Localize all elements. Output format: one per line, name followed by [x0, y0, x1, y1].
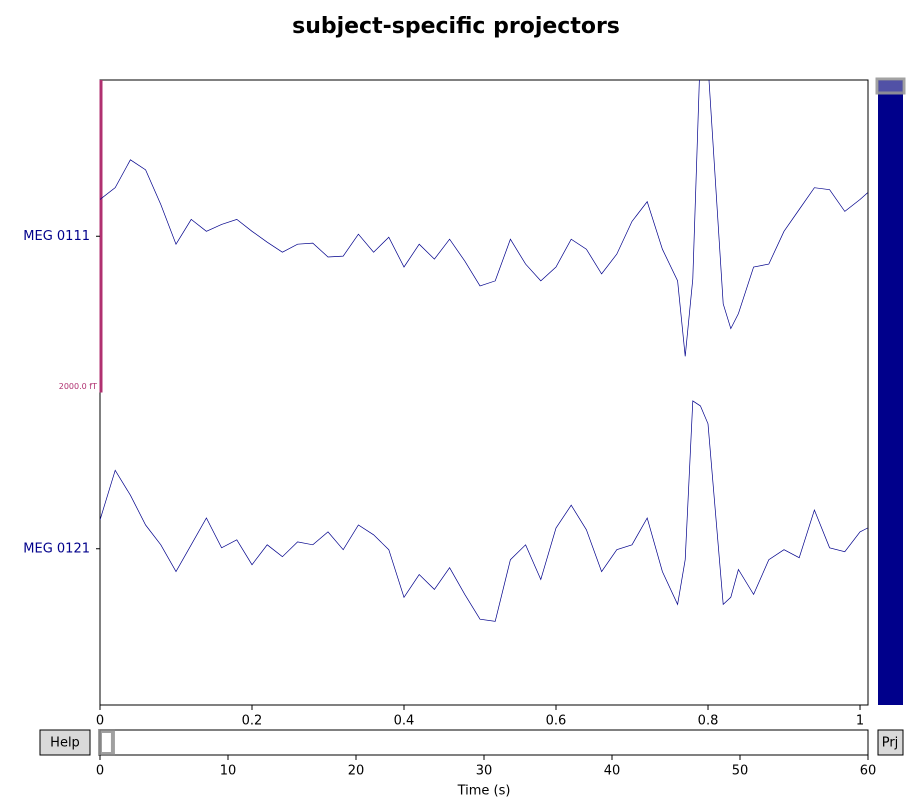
projector-button[interactable] [877, 729, 904, 756]
scroll-tick-label: 30 [476, 764, 493, 779]
help-button[interactable] [39, 729, 91, 756]
scroll-tick-label: 50 [732, 764, 749, 779]
help-label[interactable]: Help [50, 736, 80, 751]
x-tick-label: 0.2 [242, 714, 263, 729]
x-tick-label: 0 [96, 714, 104, 729]
chart-title: subject-specific projectors [292, 14, 620, 39]
scroll-tick-label: 20 [348, 764, 365, 779]
time-scrollbar[interactable] [99, 729, 869, 756]
scroll-tick-label: 10 [220, 764, 237, 779]
x-tick-label: 0.4 [394, 714, 415, 729]
x-axis-label: Time (s) [457, 784, 511, 799]
channel-scroll-thumb[interactable] [875, 77, 906, 95]
channel-label: MEG 0111 [23, 229, 90, 244]
projector-label[interactable]: Prj [882, 736, 899, 751]
scale-bar-label: 2000.0 fT [59, 382, 97, 391]
channel-scrollbar[interactable] [878, 80, 903, 705]
x-tick-label: 1 [856, 714, 864, 729]
scroll-tick-label: 0 [96, 764, 104, 779]
trace [100, 80, 868, 357]
scroll-tick-label: 60 [860, 764, 877, 779]
trace [100, 400, 868, 622]
channel-label: MEG 0121 [23, 541, 90, 556]
x-tick-label: 0.8 [698, 714, 719, 729]
time-scroll-thumb [98, 729, 115, 756]
x-tick-label: 0.6 [546, 714, 567, 729]
scroll-tick-label: 40 [604, 764, 621, 779]
